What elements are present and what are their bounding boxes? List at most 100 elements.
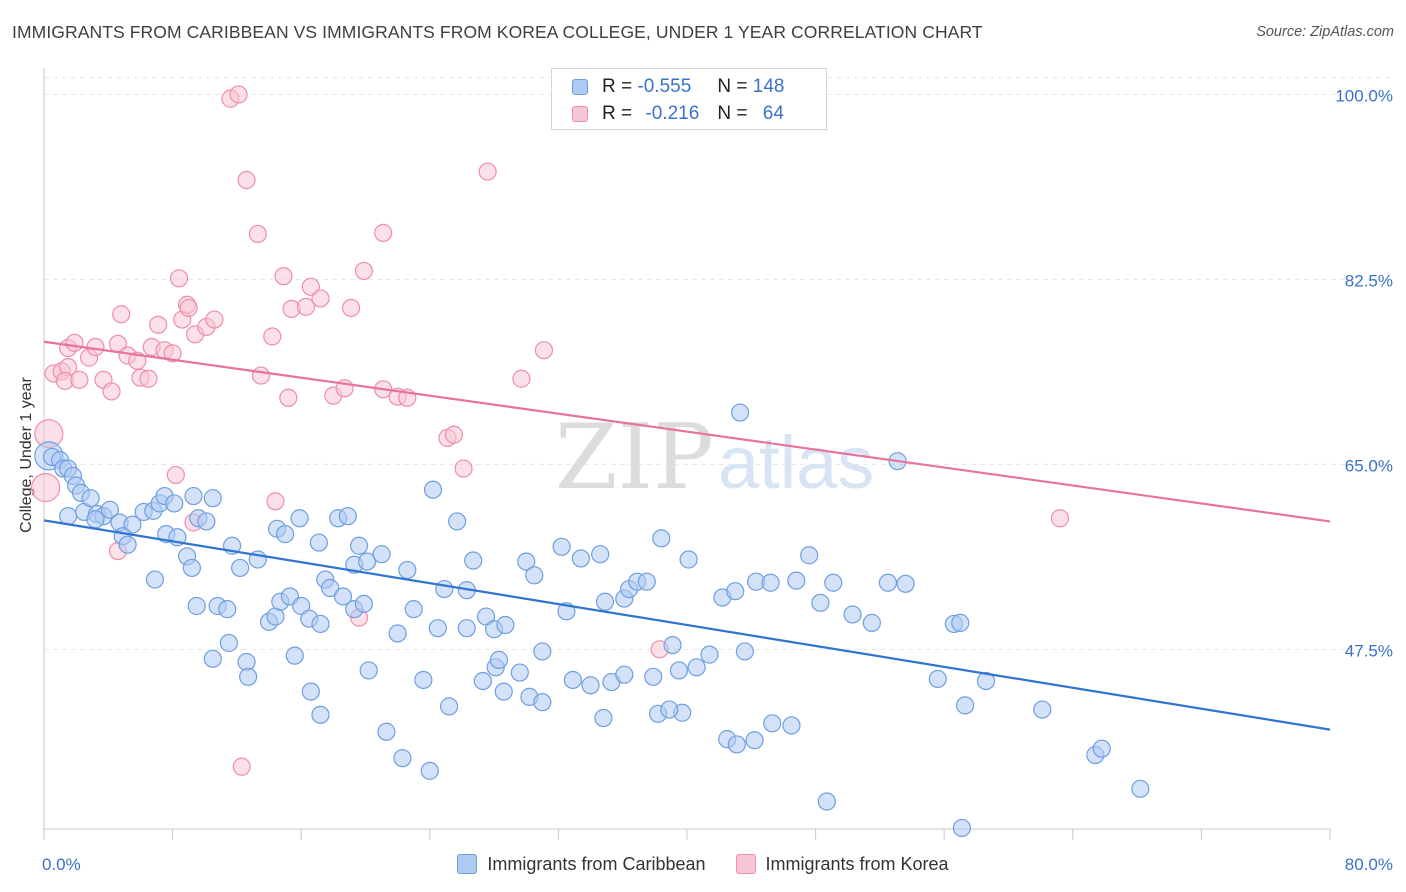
caribbean-point <box>1131 779 1150 798</box>
caribbean-point <box>377 722 396 741</box>
caribbean-point <box>510 663 529 682</box>
caribbean-point <box>896 574 915 593</box>
caribbean-points <box>34 403 1150 838</box>
x-tick-label: 0.0% <box>42 855 81 874</box>
caribbean-point <box>563 670 582 690</box>
caribbean-point <box>218 600 237 619</box>
korea-point <box>478 162 497 181</box>
caribbean-point <box>525 566 544 585</box>
caribbean-point <box>165 494 184 513</box>
caribbean-point <box>428 619 447 638</box>
caribbean-point <box>448 512 467 531</box>
legend-caribbean-label: Immigrants from Caribbean <box>487 853 706 874</box>
korea-point <box>248 224 267 244</box>
caribbean-point <box>735 642 754 661</box>
y-tick-label: 65.0% <box>1345 456 1393 475</box>
korea-point <box>512 369 531 388</box>
legend-row-korea: R = -0.216 N = 64 <box>572 101 784 127</box>
korea-point <box>534 341 554 360</box>
korea-point <box>251 366 271 385</box>
legend-row-caribbean: R = -0.555 N = 148 <box>572 74 784 100</box>
caribbean-point <box>349 536 369 555</box>
caribbean-point <box>197 512 216 531</box>
caribbean-point <box>811 593 830 612</box>
caribbean-point <box>489 650 509 669</box>
caribbean-point <box>338 507 357 526</box>
caribbean-point <box>86 510 105 529</box>
caribbean-point <box>496 615 515 635</box>
r-label: R = <box>602 103 633 124</box>
caribbean-point <box>123 515 142 534</box>
caribbean-point <box>81 489 100 508</box>
caribbean-point <box>652 529 671 548</box>
caribbean-point <box>533 693 552 712</box>
legend-korea-label: Immigrants from Korea <box>765 853 949 874</box>
caribbean-point <box>473 671 492 691</box>
korea-point <box>232 757 251 776</box>
korea-point <box>166 465 185 485</box>
y-tick-label: 47.5% <box>1345 641 1393 660</box>
caribbean-point <box>878 573 898 592</box>
korea-point <box>279 388 298 407</box>
korea-point <box>266 492 285 511</box>
caribbean-point <box>726 582 745 601</box>
korea-point <box>70 370 89 389</box>
korea-point <box>112 305 131 324</box>
korea-swatch <box>572 106 588 122</box>
legend-item-korea[interactable]: Immigrants from Korea <box>735 851 949 877</box>
caribbean-point <box>219 633 238 653</box>
stats-legend: R = -0.555 N = 148 R = -0.216 N = 64 <box>551 68 827 130</box>
caribbean-point <box>745 731 764 750</box>
korea-point <box>229 85 248 104</box>
caribbean-point <box>679 550 698 569</box>
caribbean-point <box>414 670 433 690</box>
korea-point <box>65 333 84 352</box>
caribbean-point <box>552 537 571 556</box>
caribbean-point <box>311 614 330 634</box>
korea-point <box>311 289 330 308</box>
caribbean-point <box>637 572 656 591</box>
caribbean-point <box>843 605 862 624</box>
caribbean-point <box>787 571 806 590</box>
korea-trend-line <box>43 340 1331 523</box>
caribbean-point <box>359 661 378 680</box>
korea-n-value: 64 <box>762 103 784 124</box>
caribbean-point <box>187 596 206 616</box>
caribbean-point <box>420 761 439 780</box>
caribbean-point <box>321 578 340 598</box>
korea-point <box>169 269 189 288</box>
korea-point <box>1050 509 1070 528</box>
caribbean-point <box>594 708 613 728</box>
caribbean-point <box>423 480 443 499</box>
korea-point <box>444 425 464 444</box>
korea-point <box>374 223 393 242</box>
legend-item-caribbean[interactable]: Immigrants from Caribbean <box>457 851 706 877</box>
caribbean-point <box>669 661 689 680</box>
caribbean-point <box>333 587 353 606</box>
caribbean-point <box>203 649 222 668</box>
caribbean-point <box>393 749 412 768</box>
caribbean-point <box>727 735 746 754</box>
caribbean-point <box>862 613 881 632</box>
caribbean-point <box>457 619 476 638</box>
caribbean-r-value: -0.555 <box>637 76 692 97</box>
korea-point <box>205 310 224 329</box>
korea-point <box>179 298 198 318</box>
caribbean-n-value: 148 <box>752 76 785 97</box>
caribbean-point <box>615 665 634 684</box>
caribbean-point <box>184 486 203 506</box>
r-label: R = <box>602 76 633 97</box>
caribbean-point <box>571 549 591 568</box>
caribbean-point <box>761 573 780 592</box>
caribbean-point <box>354 594 373 613</box>
caribbean-point <box>311 705 330 724</box>
caribbean-point <box>591 545 610 564</box>
caribbean-point <box>763 714 782 733</box>
caribbean-point <box>231 558 250 578</box>
source-label: Source: ZipAtlas.com <box>1256 24 1394 40</box>
caribbean-point <box>581 676 600 695</box>
y-tick-label: 82.5% <box>1345 271 1393 290</box>
zipatlas-watermark: ZIP atlas <box>555 405 874 510</box>
caribbean-point <box>700 645 719 664</box>
caribbean-point <box>59 507 78 526</box>
